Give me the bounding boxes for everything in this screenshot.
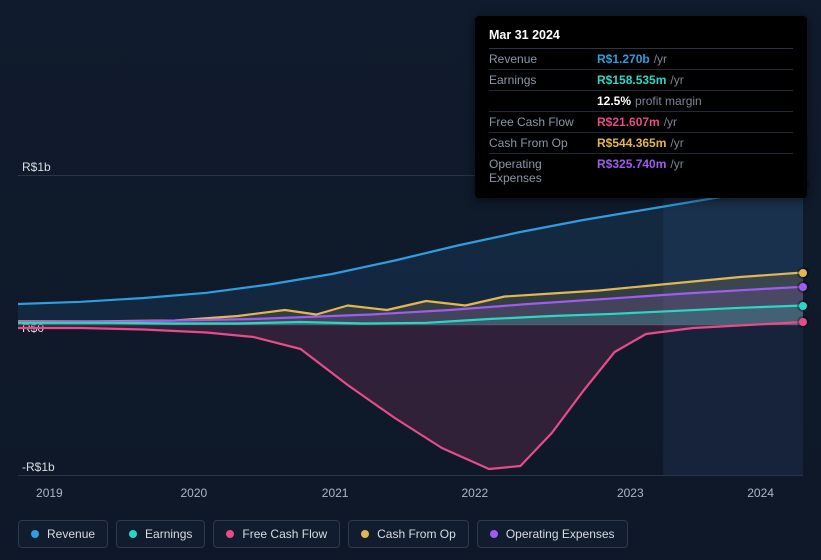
- tooltip-row: Operating ExpensesR$325.740m/yr: [489, 154, 793, 188]
- x-axis-tick: 2019: [36, 486, 63, 500]
- tooltip-date: Mar 31 2024: [489, 24, 793, 49]
- tooltip-row: Free Cash FlowR$21.607m/yr: [489, 112, 793, 133]
- tooltip-row-label: Operating Expenses: [489, 157, 597, 185]
- legend-label: Cash From Op: [377, 527, 456, 541]
- tooltip-row-value: R$544.365m/yr: [597, 136, 793, 150]
- tooltip-row-label: Earnings: [489, 73, 597, 87]
- legend-dot-icon: [129, 530, 137, 538]
- legend-dot-icon: [31, 530, 39, 538]
- gridline-bottom: [18, 475, 803, 476]
- legend-item[interactable]: Revenue: [18, 520, 108, 548]
- tooltip-row-label: [489, 94, 597, 108]
- tooltip-row-value: R$158.535m/yr: [597, 73, 793, 87]
- tooltip-row-value: 12.5%profit margin: [597, 94, 793, 108]
- legend-dot-icon: [490, 530, 498, 538]
- series-end-marker-icon: [799, 283, 807, 291]
- legend-item[interactable]: Cash From Op: [348, 520, 469, 548]
- tooltip-row-value: R$21.607m/yr: [597, 115, 793, 129]
- tooltip-row-value: R$1.270b/yr: [597, 52, 793, 66]
- legend-label: Free Cash Flow: [242, 527, 327, 541]
- tooltip-row-label: Revenue: [489, 52, 597, 66]
- legend-item[interactable]: Free Cash Flow: [213, 520, 340, 548]
- legend-dot-icon: [361, 530, 369, 538]
- series-end-marker-icon: [799, 302, 807, 310]
- x-axis: 2019 2020 2021 2022 2023 2024: [18, 480, 803, 504]
- chart-svg: [18, 175, 803, 475]
- tooltip-row: Cash From OpR$544.365m/yr: [489, 133, 793, 154]
- tooltip-row: RevenueR$1.270b/yr: [489, 49, 793, 70]
- series-end-marker-icon: [799, 318, 807, 326]
- legend-item[interactable]: Operating Expenses: [477, 520, 628, 548]
- y-axis-label-top: R$1b: [22, 160, 51, 174]
- chart-tooltip: Mar 31 2024 RevenueR$1.270b/yrEarningsR$…: [475, 16, 807, 198]
- x-axis-tick: 2023: [617, 486, 644, 500]
- tooltip-rows: RevenueR$1.270b/yrEarningsR$158.535m/yr1…: [489, 49, 793, 188]
- tooltip-row-label: Free Cash Flow: [489, 115, 597, 129]
- x-axis-tick: 2021: [322, 486, 349, 500]
- x-axis-tick: 2024: [747, 486, 774, 500]
- legend-label: Revenue: [47, 527, 95, 541]
- legend-label: Operating Expenses: [506, 527, 615, 541]
- x-axis-tick: 2020: [180, 486, 207, 500]
- x-axis-tick: 2022: [462, 486, 489, 500]
- legend-item[interactable]: Earnings: [116, 520, 205, 548]
- tooltip-row-label: Cash From Op: [489, 136, 597, 150]
- tooltip-row: EarningsR$158.535m/yr: [489, 70, 793, 91]
- legend-dot-icon: [226, 530, 234, 538]
- tooltip-row-value: R$325.740m/yr: [597, 157, 793, 185]
- tooltip-row: 12.5%profit margin: [489, 91, 793, 112]
- chart-legend: Revenue Earnings Free Cash Flow Cash From O…: [18, 520, 628, 548]
- chart-area[interactable]: [18, 175, 803, 475]
- legend-label: Earnings: [145, 527, 192, 541]
- series-end-marker-icon: [799, 269, 807, 277]
